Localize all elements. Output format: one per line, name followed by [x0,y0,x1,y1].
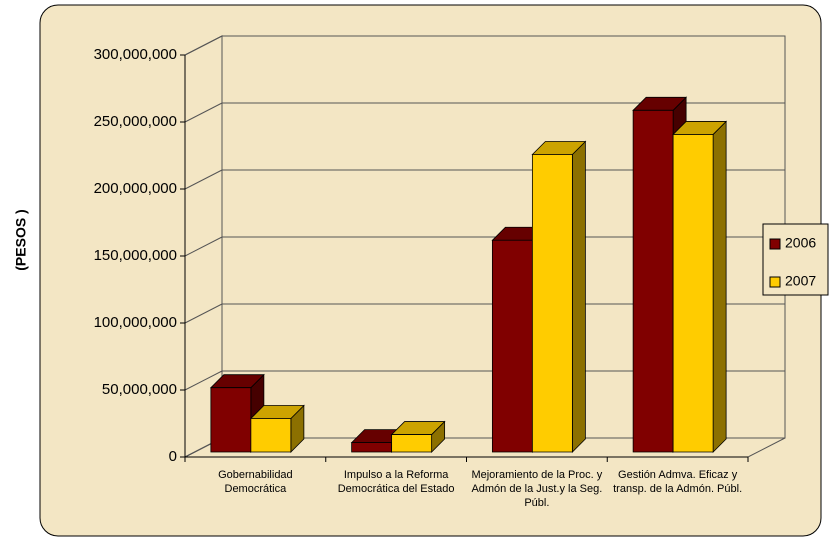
y-tick-label: 100,000,000 [94,314,177,331]
grid-line [184,236,223,257]
bar-face [391,434,433,453]
y-tick-label: 200,000,000 [94,180,177,197]
legend [762,223,829,296]
bar-face [712,120,727,453]
bar-face [351,442,393,453]
y-tick-label: 250,000,000 [94,113,177,130]
legend-label: 2007 [785,273,816,289]
x-tick-label: Impulso a la Reforma Democrática del Est… [337,469,455,495]
bar-face [672,134,714,453]
bar-face [632,109,674,453]
x-tick-label: Mejoramiento de la Proc. y Admón de la J… [471,469,603,509]
grid-line [184,303,223,324]
legend-swatch [769,276,781,288]
y-tick-label: 150,000,000 [94,247,177,264]
x-tick-label: Gestión Admva. Eficaz y transp. de la Ad… [613,469,743,495]
grid-line [184,35,223,56]
y-tick-label: 50,000,000 [102,381,177,398]
grid-line [184,370,223,391]
grid-line [184,102,223,123]
bar-face [250,418,292,453]
grid-line [184,169,223,190]
y-tick-label: 300,000,000 [94,46,177,63]
y-axis-label: (PESOS ) [13,209,29,270]
bar [249,404,305,453]
bar [672,120,728,453]
bar-face [571,140,586,453]
y-tick-label: 0 [169,448,177,465]
legend-swatch [769,238,781,250]
bar-face [491,239,533,453]
bar [531,140,587,453]
x-tick-label: Gobernabilidad Democrática [218,469,293,495]
bar-face [531,154,573,453]
bar-face [210,387,252,453]
legend-label: 2006 [785,235,816,251]
bar [390,420,446,453]
